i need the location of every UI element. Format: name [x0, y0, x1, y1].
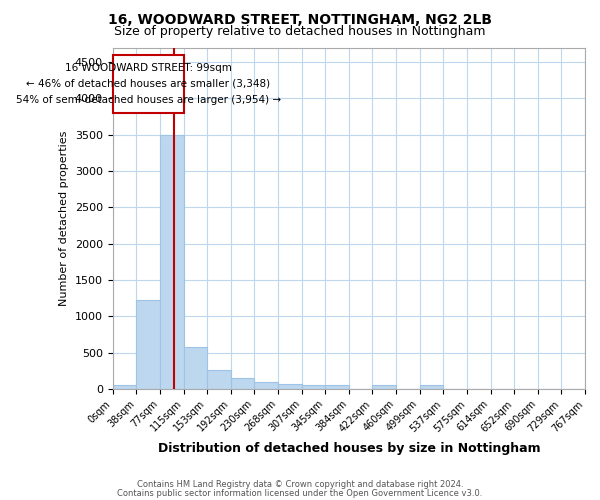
X-axis label: Distribution of detached houses by size in Nottingham: Distribution of detached houses by size …	[158, 442, 540, 455]
Text: ← 46% of detached houses are smaller (3,348): ← 46% of detached houses are smaller (3,…	[26, 79, 270, 89]
Text: Contains public sector information licensed under the Open Government Licence v3: Contains public sector information licen…	[118, 488, 482, 498]
Bar	[113, 385, 136, 389]
Text: Size of property relative to detached houses in Nottingham: Size of property relative to detached ho…	[114, 25, 486, 38]
Bar	[302, 386, 325, 389]
Bar	[184, 347, 207, 389]
Y-axis label: Number of detached properties: Number of detached properties	[59, 130, 69, 306]
Bar	[207, 370, 231, 389]
Bar	[136, 300, 160, 389]
Bar	[160, 134, 184, 389]
Text: 54% of semi-detached houses are larger (3,954) →: 54% of semi-detached houses are larger (…	[16, 95, 281, 105]
Bar	[231, 378, 254, 389]
Bar	[419, 385, 443, 389]
Bar	[254, 382, 278, 389]
Bar	[278, 384, 302, 389]
Bar	[373, 386, 396, 389]
Bar	[113, 55, 184, 113]
Text: 16 WOODWARD STREET: 99sqm: 16 WOODWARD STREET: 99sqm	[65, 62, 232, 72]
Text: 16, WOODWARD STREET, NOTTINGHAM, NG2 2LB: 16, WOODWARD STREET, NOTTINGHAM, NG2 2LB	[108, 12, 492, 26]
Bar	[325, 385, 349, 389]
Text: Contains HM Land Registry data © Crown copyright and database right 2024.: Contains HM Land Registry data © Crown c…	[137, 480, 463, 489]
